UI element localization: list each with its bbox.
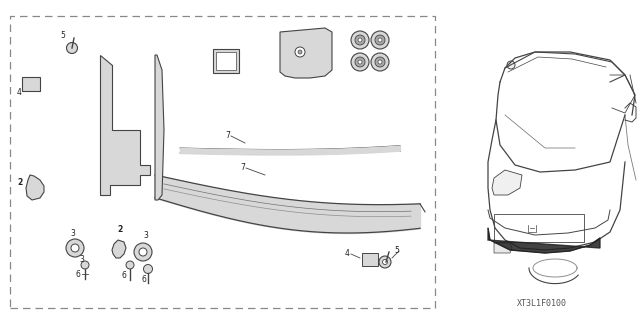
Text: 3: 3 (70, 229, 75, 238)
Circle shape (298, 50, 302, 54)
Circle shape (375, 35, 385, 45)
Text: 2: 2 (117, 225, 122, 234)
Circle shape (371, 53, 389, 71)
Text: 6: 6 (121, 271, 126, 280)
Circle shape (371, 31, 389, 49)
Circle shape (507, 61, 515, 69)
Polygon shape (492, 170, 522, 195)
Polygon shape (112, 240, 126, 258)
Polygon shape (155, 55, 164, 200)
Polygon shape (488, 228, 600, 253)
Circle shape (355, 35, 365, 45)
Circle shape (66, 239, 84, 257)
Bar (213, 49, 239, 73)
Circle shape (383, 259, 387, 264)
Bar (22, 77, 40, 91)
Bar (494, 214, 584, 242)
Circle shape (295, 47, 305, 57)
Text: 1: 1 (638, 101, 640, 110)
Circle shape (378, 38, 382, 42)
Text: 6: 6 (76, 270, 81, 279)
Circle shape (351, 53, 369, 71)
Polygon shape (280, 28, 332, 78)
Polygon shape (26, 175, 44, 200)
Polygon shape (494, 243, 512, 253)
Circle shape (126, 261, 134, 269)
Circle shape (143, 264, 152, 273)
Circle shape (358, 60, 362, 64)
Circle shape (71, 244, 79, 252)
Text: 5: 5 (394, 246, 399, 255)
Text: 7: 7 (225, 131, 230, 140)
Text: 4: 4 (17, 88, 22, 97)
Circle shape (358, 38, 362, 42)
Text: 7: 7 (240, 163, 245, 172)
Bar (362, 253, 378, 266)
Circle shape (355, 57, 365, 67)
Circle shape (139, 248, 147, 256)
Circle shape (378, 60, 382, 64)
Text: 4: 4 (345, 249, 350, 258)
Text: XT3L1F0100: XT3L1F0100 (517, 299, 567, 308)
Circle shape (375, 57, 385, 67)
Circle shape (351, 31, 369, 49)
Bar (216, 52, 236, 70)
Circle shape (379, 256, 391, 268)
Circle shape (81, 261, 89, 269)
Polygon shape (100, 55, 150, 195)
Text: 3: 3 (143, 231, 148, 240)
Bar (110, 140, 124, 150)
Text: 6: 6 (142, 275, 147, 284)
Text: 3: 3 (79, 255, 84, 264)
Bar (10, 16, 435, 308)
Text: 5: 5 (60, 31, 65, 40)
Circle shape (67, 42, 77, 54)
Bar (110, 177, 124, 185)
Circle shape (134, 243, 152, 261)
Text: 2: 2 (17, 178, 22, 187)
